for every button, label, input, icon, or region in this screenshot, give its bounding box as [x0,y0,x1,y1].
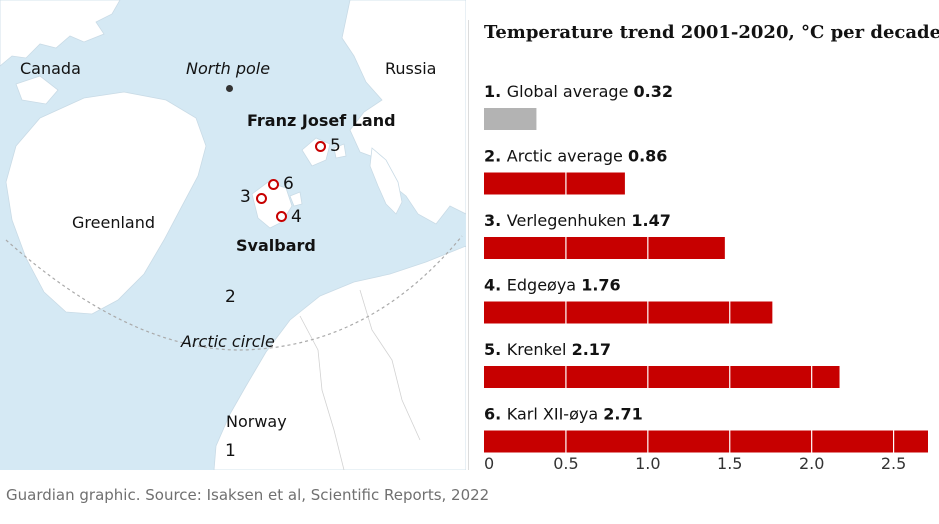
bar-label-2: 2. Arctic average 0.86 [484,147,667,166]
label-franz-josef-land: Franz Josef Land [247,111,396,130]
franz-josef-land-islands [301,137,347,167]
bar-3 [484,237,725,259]
site-6-number: 6 [283,174,294,194]
label-north-pole: North pole [186,59,271,78]
site-4-marker [276,211,287,222]
site-6-marker [268,179,279,190]
x-tick-label-0: 0 [484,454,494,473]
label-arctic-circle: Arctic circle [181,332,275,351]
bar-label-3: 3. Verlegenhuken 1.47 [484,211,671,230]
north-pole-marker [226,85,233,92]
label-svalbard: Svalbard [236,236,316,255]
site-5-marker [315,141,326,152]
novaya-zemlya-land [369,147,403,215]
panel-divider [468,20,469,470]
site-3-marker [256,193,267,204]
bar-chart: 1. Global average 0.32 2. Arctic average … [484,82,928,473]
x-tick-label-4: 2.0 [799,454,824,473]
bar-2 [484,172,625,195]
site-4-number: 4 [291,207,302,227]
x-tick-label-1: 0.5 [553,454,578,473]
site-2-number: 2 [225,287,236,307]
bar-label-6: 6. Karl XII-øya 2.71 [484,405,643,424]
canada-land [0,0,121,105]
chart-title: Temperature trend 2001-2020, °C per deca… [484,22,939,43]
source-footer: Guardian graphic. Source: Isaksen et al,… [6,486,490,504]
map-graphic [0,0,466,470]
bar-5 [484,366,840,388]
site-1-number: 1 [225,441,236,461]
label-russia: Russia [385,59,437,78]
label-norway: Norway [226,412,287,431]
label-canada: Canada [20,59,81,78]
bar-6 [484,430,928,453]
label-greenland: Greenland [72,213,155,232]
arctic-map: Canada North pole Russia Franz Josef Lan… [0,0,466,470]
x-tick-label-2: 1.0 [635,454,660,473]
bar-label-4: 4. Edgeøya 1.76 [484,276,621,295]
scandinavia-land [213,245,466,470]
bar-4 [484,301,773,324]
greenland-land [5,91,207,315]
bar-1 [484,108,537,130]
site-5-number: 5 [330,136,341,156]
site-3-number: 3 [240,187,251,207]
bar-label-1: 1. Global average 0.32 [484,82,673,101]
x-tick-label-5: 2.5 [881,454,906,473]
arctic-circle-line [5,235,463,351]
bar-label-5: 5. Krenkel 2.17 [484,340,611,359]
x-tick-label-3: 1.5 [717,454,742,473]
